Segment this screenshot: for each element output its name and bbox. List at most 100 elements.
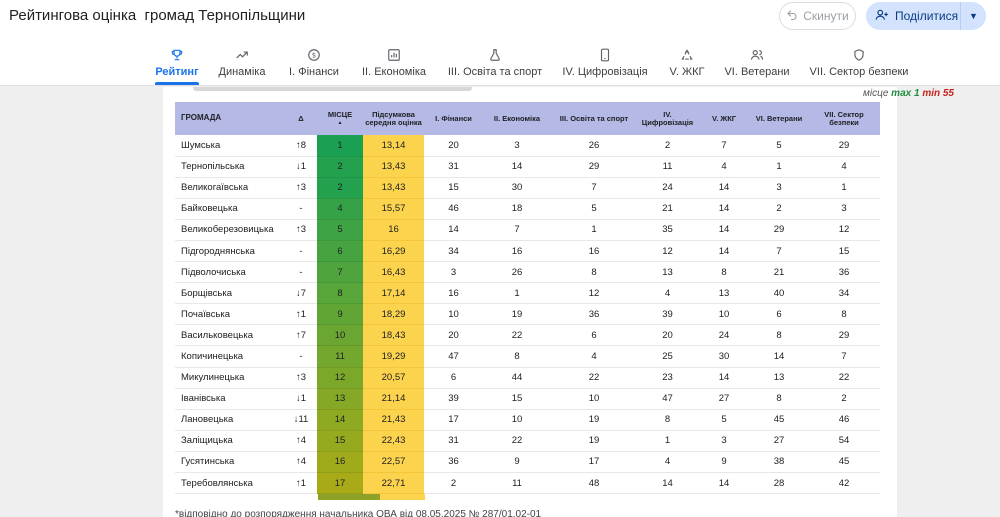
finance-cell: 39 (424, 388, 483, 410)
score-cell: 17,14 (363, 282, 424, 305)
housing-cell: 14 (698, 367, 750, 389)
table-row[interactable]: Микулинецька ↑3 12 20,57 6 44 22 23 14 13 22 (175, 367, 880, 389)
table-row[interactable]: Лановецька ↓11 14 21,43 17 10 19 8 5 45 46 (175, 409, 880, 431)
table-row[interactable]: Байковецька -4 15,57 46 18 5 21 14 2 3 (175, 198, 880, 220)
veterans-cell: 38 (750, 451, 808, 474)
table-row[interactable]: Заліщицька ↑4 15 22,43 31 22 19 1 3 27 54 (175, 430, 880, 452)
place-cell: 2 (317, 156, 363, 178)
table-row[interactable]: Шумська ↑8 1 13,14 20 3 26 2 7 5 29 (175, 135, 880, 157)
economy-cell: 1 (483, 282, 551, 305)
tab-finance[interactable]: $ I. Фінанси (287, 46, 341, 84)
scroll-handle[interactable] (193, 87, 472, 91)
table-row[interactable]: Гусятинська ↑4 16 22,57 36 9 17 4 9 38 45 (175, 451, 880, 474)
tab-finance-label: I. Фінанси (289, 66, 339, 78)
security-cell: 36 (808, 261, 880, 284)
tab-veterans[interactable]: VI. Ветерани (724, 46, 790, 84)
veterans-cell: 29 (750, 219, 808, 241)
tab-economy-label: II. Економіка (362, 66, 426, 78)
community-name-cell: Борщівська (175, 282, 285, 305)
security-cell: 29 (808, 135, 880, 157)
table-row[interactable]: Підволочиська -7 16,43 3 26 8 13 8 21 36 (175, 261, 880, 284)
tab-security[interactable]: VII. Сектор безпеки (808, 46, 910, 84)
tab-housing[interactable]: V. ЖКГ (668, 46, 706, 84)
finance-cell: 36 (424, 451, 483, 474)
place-cell-partial (318, 494, 380, 500)
education-cell: 4 (551, 345, 637, 368)
housing-cell: 7 (698, 135, 750, 157)
security-cell: 12 (808, 219, 880, 241)
tab-economy[interactable]: II. Економіка (360, 46, 428, 84)
sort-ascending-icon: ▲ (337, 119, 343, 126)
table-row[interactable]: Великоберезовицька ↑3 5 16 14 7 1 35 14 29 12 (175, 219, 880, 241)
finance-cell: 14 (424, 219, 483, 241)
col-header-digital[interactable]: IV. Цифровізація (637, 102, 698, 135)
delta-cell: - (285, 345, 317, 368)
finance-cell: 46 (424, 198, 483, 220)
col-header-finance[interactable]: I. Фінанси (424, 102, 483, 135)
finance-cell: 34 (424, 240, 483, 263)
digital-cell: 21 (637, 198, 698, 220)
tab-rating[interactable]: Рейтинг (155, 46, 199, 85)
col-header-economy[interactable]: II. Економіка (483, 102, 551, 135)
education-cell: 1 (551, 219, 637, 241)
digital-cell: 23 (637, 367, 698, 389)
table-row[interactable]: Копичинецька -11 19,29 47 8 4 25 30 14 7 (175, 345, 880, 368)
security-cell: 1 (808, 177, 880, 199)
table-row[interactable]: Почаївська ↑1 9 18,29 10 19 36 39 10 6 8 (175, 303, 880, 326)
housing-cell: 13 (698, 282, 750, 305)
veterans-cell: 5 (750, 135, 808, 157)
security-cell: 22 (808, 367, 880, 389)
delta-cell: ↑4 (285, 430, 317, 452)
col-header-housing[interactable]: V. ЖКГ (698, 102, 750, 135)
col-header-delta[interactable]: Δ (285, 102, 317, 135)
table-row[interactable]: Іванівська ↓1 13 21,14 39 15 10 47 27 8 2 (175, 388, 880, 410)
tab-digital[interactable]: IV. Цифровізація (562, 46, 648, 84)
share-button[interactable]: Поділитися ▼ (866, 2, 986, 30)
veterans-cell: 45 (750, 409, 808, 431)
trending-up-icon (235, 46, 249, 64)
col-header-community[interactable]: ГРОМАДА (175, 102, 285, 135)
place-color-legend: місце max 1 min 55 (863, 88, 954, 99)
digital-cell: 8 (637, 409, 698, 431)
col-header-education[interactable]: III. Освіта та спорт (551, 102, 637, 135)
housing-cell: 14 (698, 219, 750, 241)
table-row[interactable]: Підгороднянська -6 16,29 34 16 16 12 14 7 15 (175, 240, 880, 263)
col-header-security[interactable]: VII. Сектор безпеки (808, 102, 880, 135)
security-cell: 54 (808, 430, 880, 452)
economy-cell: 3 (483, 135, 551, 157)
delta-cell: ↑4 (285, 451, 317, 474)
tab-dynamics-label: Динаміка (218, 66, 266, 78)
share-dropdown-button[interactable]: ▼ (961, 11, 986, 21)
table-row[interactable]: Тернопільська ↓1 2 13,43 31 14 29 11 4 1 4 (175, 156, 880, 178)
col-header-place[interactable]: МІСЦЕ ▲ (317, 102, 363, 135)
housing-cell: 14 (698, 177, 750, 199)
col-header-score[interactable]: Підсумкова середня оцінка (363, 102, 424, 135)
community-name-cell: Підволочиська (175, 261, 285, 284)
place-cell: 15 (317, 430, 363, 452)
housing-cell: 24 (698, 324, 750, 347)
veterans-cell: 13 (750, 367, 808, 389)
housing-cell: 9 (698, 451, 750, 474)
tab-dynamics[interactable]: Динаміка (216, 46, 268, 84)
finance-cell: 3 (424, 261, 483, 284)
security-cell: 7 (808, 345, 880, 368)
education-cell: 48 (551, 472, 637, 495)
table-row[interactable]: Великогаївська ↑3 2 13,43 15 30 7 24 14 3 1 (175, 177, 880, 199)
share-main-action[interactable]: Поділитися (866, 2, 961, 30)
col-header-veterans[interactable]: VI. Ветерани (750, 102, 808, 135)
reset-button[interactable]: Скинути (779, 2, 856, 30)
security-cell: 34 (808, 282, 880, 305)
economy-cell: 8 (483, 345, 551, 368)
finance-cell: 47 (424, 345, 483, 368)
tab-security-label: VII. Сектор безпеки (809, 66, 909, 78)
table-row[interactable]: Теребовлянська ↑1 17 22,71 2 11 48 14 14 28 42 (175, 472, 880, 495)
tab-education[interactable]: III. Освіта та спорт (446, 46, 544, 84)
score-cell: 21,43 (363, 409, 424, 431)
place-cell: 2 (317, 177, 363, 199)
education-cell: 19 (551, 430, 637, 452)
table-row[interactable]: Борщівська ↓7 8 17,14 16 1 12 4 13 40 34 (175, 282, 880, 305)
table-row[interactable]: Васильковецька ↑7 10 18,43 20 22 6 20 24 8 29 (175, 324, 880, 347)
place-cell: 1 (317, 135, 363, 157)
veterans-cell: 28 (750, 472, 808, 495)
recycle-icon (680, 46, 694, 64)
